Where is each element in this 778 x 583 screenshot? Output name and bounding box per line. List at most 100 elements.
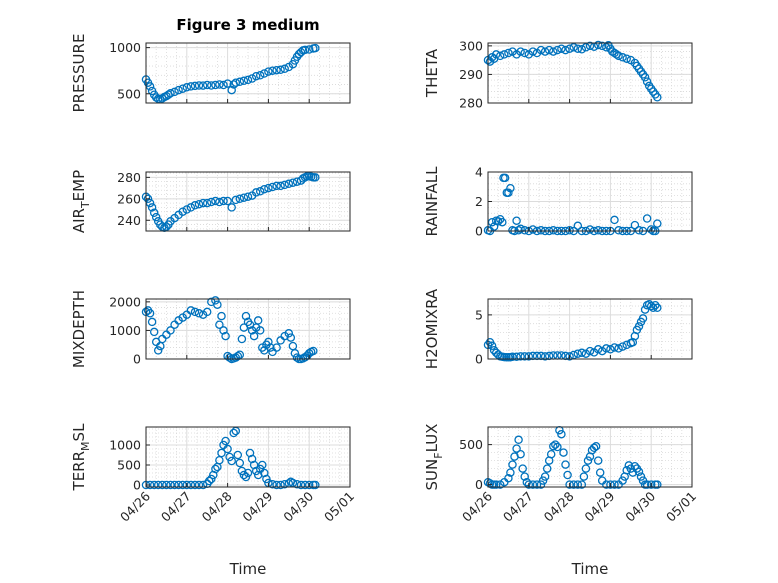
data-point bbox=[178, 84, 187, 93]
data-point bbox=[264, 183, 273, 193]
data-point bbox=[549, 47, 558, 56]
x-tick-label: 05/01 bbox=[321, 489, 357, 525]
data-point bbox=[280, 64, 289, 74]
data-point bbox=[516, 47, 525, 56]
data-point bbox=[153, 480, 163, 490]
data-point bbox=[311, 43, 320, 53]
data-point bbox=[190, 201, 200, 210]
data-point bbox=[540, 472, 550, 481]
y-tick-label: 4 bbox=[475, 165, 483, 180]
panel-h2omixra: 0 5 H2OMIXRA bbox=[423, 288, 693, 369]
data-point bbox=[174, 85, 183, 95]
data-point bbox=[243, 192, 253, 201]
data-point bbox=[491, 480, 501, 489]
data-point bbox=[227, 203, 236, 212]
data-point bbox=[524, 352, 534, 361]
data-point bbox=[219, 196, 228, 206]
panel-pressure: 500 1000 PRESSURE Figure 3 medium bbox=[70, 16, 351, 112]
data-point bbox=[194, 309, 204, 318]
data-point bbox=[512, 444, 521, 453]
data-point bbox=[211, 196, 220, 206]
data-point bbox=[573, 480, 583, 489]
data-point bbox=[506, 183, 515, 193]
data-point bbox=[284, 179, 294, 189]
data-point bbox=[630, 220, 640, 230]
data-point bbox=[516, 352, 525, 361]
data-point bbox=[251, 71, 261, 81]
data-point bbox=[219, 80, 228, 90]
y-axis-label: MIXDEPTH bbox=[70, 290, 88, 368]
data-point bbox=[577, 45, 587, 54]
data-point bbox=[653, 93, 662, 102]
data-point bbox=[198, 198, 208, 208]
axes-box bbox=[145, 298, 351, 360]
data-point bbox=[170, 87, 179, 97]
data-point bbox=[506, 468, 515, 477]
data-point bbox=[280, 180, 289, 190]
data-point bbox=[249, 331, 259, 341]
data-point bbox=[524, 480, 534, 489]
axes-box bbox=[487, 42, 693, 104]
data-point bbox=[491, 50, 501, 59]
data-point bbox=[569, 480, 578, 489]
data-point bbox=[489, 222, 499, 231]
data-point bbox=[288, 178, 298, 187]
data-point bbox=[204, 476, 214, 486]
data-point bbox=[495, 51, 505, 61]
data-point bbox=[251, 466, 261, 476]
data-point bbox=[512, 352, 521, 362]
data-point bbox=[207, 81, 216, 90]
data-point bbox=[646, 301, 656, 311]
data-point bbox=[618, 476, 627, 485]
data-point bbox=[215, 197, 224, 207]
data-point bbox=[648, 303, 658, 313]
minor-grid bbox=[146, 427, 350, 487]
data-point bbox=[653, 480, 662, 489]
data-point bbox=[211, 464, 220, 474]
data-point bbox=[557, 44, 566, 53]
data-point bbox=[520, 472, 529, 481]
data-point bbox=[276, 181, 285, 191]
y-tick-label: 0 bbox=[475, 224, 483, 239]
y-tick-label: 2000 bbox=[109, 294, 141, 309]
data-point bbox=[162, 222, 171, 231]
data-point bbox=[520, 48, 529, 58]
data-point bbox=[614, 344, 623, 353]
data-point bbox=[231, 195, 241, 205]
y-tick-label: 290 bbox=[459, 67, 483, 82]
y-tick-label: 500 bbox=[117, 458, 141, 473]
data-point bbox=[311, 480, 320, 490]
data-point bbox=[217, 448, 226, 458]
panel-theta: 280 290 300 THETA bbox=[423, 38, 693, 111]
data-point bbox=[215, 80, 224, 89]
data-point bbox=[207, 474, 216, 484]
data-point bbox=[514, 226, 523, 235]
data-point bbox=[202, 198, 212, 208]
data-point bbox=[551, 440, 560, 449]
data-point bbox=[202, 80, 212, 90]
x-tick-label: 04/29 bbox=[239, 488, 275, 524]
data-point bbox=[532, 480, 542, 489]
plot-area bbox=[146, 172, 350, 231]
data-point bbox=[569, 43, 578, 52]
x-tick-label: 05/01 bbox=[663, 489, 699, 525]
x-tick-label: 04/26 bbox=[459, 488, 495, 524]
data-point bbox=[296, 47, 306, 57]
data-point bbox=[182, 480, 192, 490]
data-point bbox=[646, 225, 656, 234]
data-point bbox=[158, 94, 167, 103]
data-point bbox=[561, 45, 570, 55]
data-point bbox=[589, 443, 599, 453]
data-point bbox=[581, 464, 591, 473]
data-point bbox=[553, 45, 562, 55]
data-point bbox=[186, 82, 196, 91]
data-point bbox=[290, 349, 300, 358]
data-point bbox=[493, 217, 503, 226]
data-point bbox=[593, 345, 603, 354]
x-axis-label: Time bbox=[229, 560, 267, 578]
data-point bbox=[190, 480, 200, 490]
y-tick-label: 0 bbox=[133, 478, 141, 493]
data-point bbox=[563, 470, 572, 480]
data-point bbox=[610, 343, 619, 352]
y-tick-label: 300 bbox=[459, 38, 483, 53]
